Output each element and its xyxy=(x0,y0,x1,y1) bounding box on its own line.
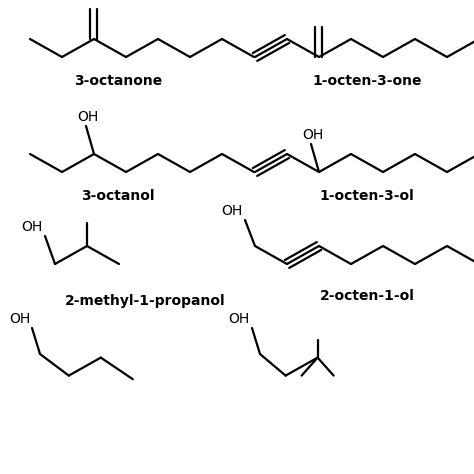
Text: 2-octen-1-ol: 2-octen-1-ol xyxy=(319,289,414,303)
Text: 3-octanone: 3-octanone xyxy=(74,74,162,88)
Text: OH: OH xyxy=(229,312,250,326)
Text: 1-octen-3-ol: 1-octen-3-ol xyxy=(319,189,414,203)
Text: 3-octanol: 3-octanol xyxy=(81,189,155,203)
Text: OH: OH xyxy=(22,220,43,234)
Text: OH: OH xyxy=(77,110,99,124)
Text: OH: OH xyxy=(302,128,324,142)
Text: 2-methyl-1-propanol: 2-methyl-1-propanol xyxy=(64,294,225,308)
Text: OH: OH xyxy=(9,312,30,326)
Text: 1-octen-3-one: 1-octen-3-one xyxy=(312,74,422,88)
Text: OH: OH xyxy=(222,204,243,218)
